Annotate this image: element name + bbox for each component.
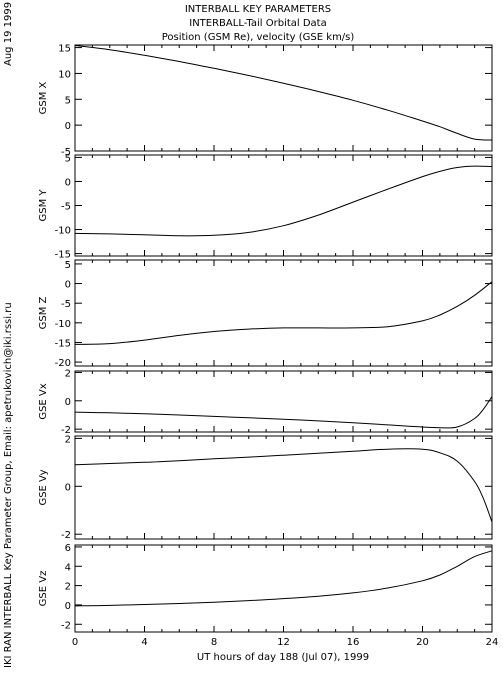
y-tick-label: -5	[61, 202, 71, 213]
x-tick-label: 16	[347, 637, 360, 648]
y-tick-label: 2	[65, 582, 71, 593]
x-tick-label: 20	[416, 637, 429, 648]
series-line	[74, 45, 493, 141]
x-tick-label: 24	[486, 637, 499, 648]
x-tick-label: 4	[141, 637, 147, 648]
panel-frame	[74, 435, 493, 540]
y-tick-label: 4	[65, 562, 71, 573]
y-axis-label: GSM Y	[38, 189, 49, 222]
x-tick-label: 12	[277, 637, 290, 648]
y-tick-label: 0	[65, 601, 71, 612]
x-tick-label: 8	[211, 637, 217, 648]
y-tick-label: -5	[61, 299, 71, 310]
y-tick-label: 2	[65, 368, 71, 379]
y-tick-label: -10	[55, 319, 71, 330]
y-tick-label: 0	[65, 397, 71, 408]
y-axis-label: GSE Vz	[38, 571, 49, 607]
y-tick-label: -5	[61, 147, 71, 158]
y-axis-label: GSM Z	[38, 296, 49, 329]
series-line	[74, 550, 493, 607]
y-axis-label: GSM X	[38, 81, 49, 114]
x-axis-label: UT hours of day 188 (Jul 07), 1999	[197, 652, 369, 663]
y-tick-label: 5	[65, 260, 71, 271]
title-line-3: Position (GSM Re), velocity (GSE km/s)	[162, 32, 355, 43]
series-line	[74, 165, 493, 237]
y-tick-label: 0	[65, 482, 71, 493]
y-tick-label: -2	[61, 425, 71, 436]
series-line	[74, 396, 493, 429]
series-line	[74, 281, 493, 345]
panel-frame	[74, 259, 493, 367]
y-tick-label: -15	[55, 250, 71, 261]
panel-frame	[74, 154, 493, 257]
side-credit-label: IKI RAN INTERBALL Key Parameter Group, E…	[3, 302, 14, 668]
y-tick-label: 10	[58, 69, 71, 80]
y-tick-label: -15	[55, 338, 71, 349]
panel-frame	[74, 544, 493, 633]
y-axis-label: GSE Vx	[38, 383, 49, 419]
panel-frame	[74, 44, 493, 152]
series-line	[74, 448, 493, 523]
y-tick-label: 5	[65, 95, 71, 106]
y-tick-label: -20	[55, 358, 71, 369]
y-tick-label: -10	[55, 226, 71, 237]
y-axis-label: GSE Vy	[38, 469, 49, 505]
x-tick-label: 0	[72, 637, 78, 648]
title-line-1: INTERBALL KEY PARAMETERS	[185, 4, 331, 15]
y-tick-label: 6	[65, 543, 71, 554]
y-tick-label: 5	[65, 153, 71, 164]
y-tick-label: -2	[61, 530, 71, 541]
y-tick-label: 0	[65, 177, 71, 188]
side-date-label: Aug 19 1999	[3, 2, 14, 66]
y-tick-label: -2	[61, 620, 71, 631]
y-tick-label: 15	[58, 44, 71, 55]
title-line-2: INTERBALL-Tail Orbital Data	[189, 18, 326, 29]
y-tick-label: 2	[65, 434, 71, 445]
y-tick-label: 0	[65, 121, 71, 132]
panel-frame	[74, 370, 493, 433]
y-tick-label: 0	[65, 280, 71, 291]
